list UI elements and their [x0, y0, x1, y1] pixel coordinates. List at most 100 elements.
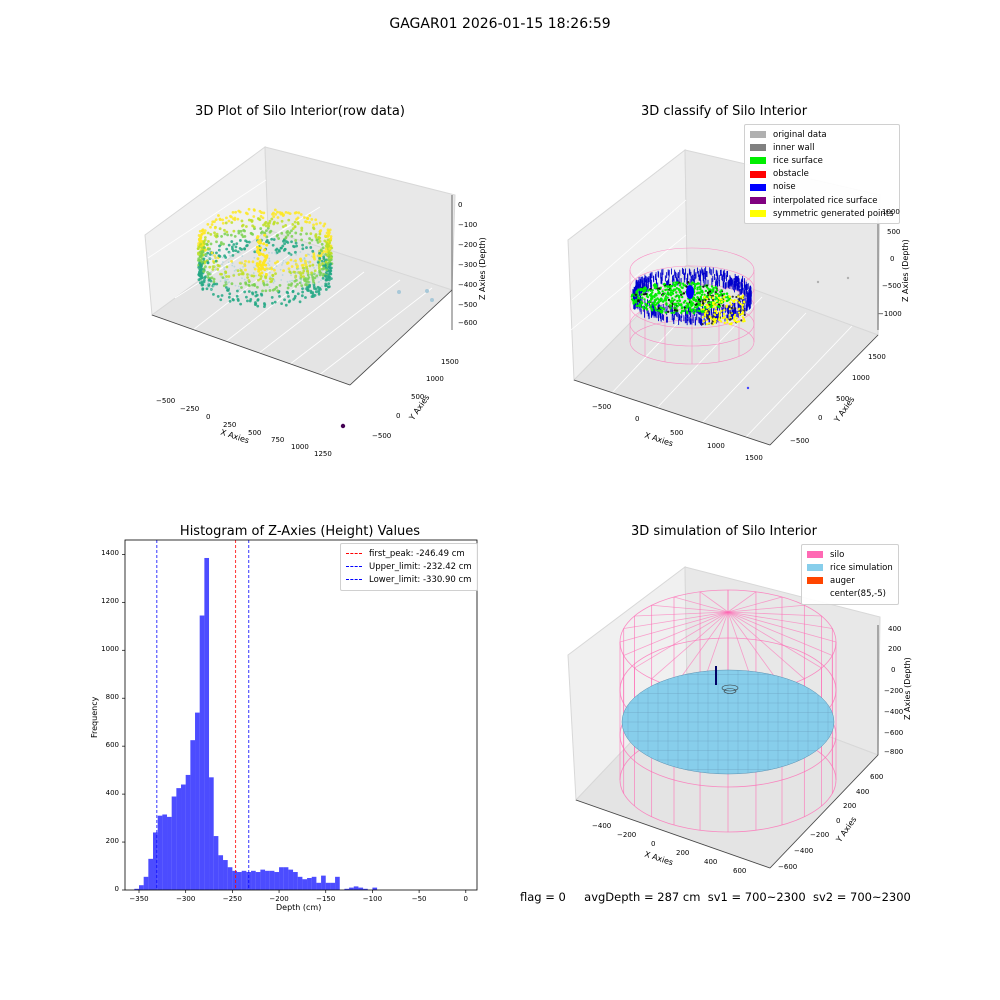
histogram-bar: [190, 740, 196, 890]
x-tick-label: −300: [176, 895, 196, 903]
histogram-bar: [297, 876, 303, 890]
rice-surface-grid: [622, 670, 834, 774]
classify-z-axis-label: Z Axies (Depth): [901, 239, 910, 302]
raw-xtick: 1250: [314, 450, 332, 458]
sim-ytick: 200: [843, 802, 857, 810]
histogram-bar: [302, 879, 308, 890]
sim-ytick: −600: [778, 863, 798, 871]
histogram-chart: [122, 539, 478, 893]
legend-item: Lower_limit: -330.90 cm: [346, 573, 472, 586]
histogram-bar: [321, 875, 326, 890]
histogram-bar: [199, 615, 205, 890]
y-tick-label: 400: [105, 789, 119, 798]
legend-line: [346, 579, 362, 581]
sim-ztick: −200: [884, 687, 904, 695]
x-tick-label: −350: [129, 895, 149, 903]
legend-swatch: [750, 197, 766, 205]
raw-ztick: −500: [458, 301, 478, 309]
simulation-legend: silo rice simulation auger center(85,-5): [801, 544, 899, 605]
raw-ztick: −600: [458, 319, 478, 327]
histogram-bar: [139, 885, 144, 890]
histogram-y-axis-label: Frequency: [90, 696, 99, 738]
histogram-bar: [134, 888, 140, 890]
x-tick-label: −250: [222, 895, 242, 903]
y-tick-label: 800: [105, 693, 119, 702]
x-tick-label: 0: [463, 895, 469, 903]
histogram-bar: [372, 887, 378, 890]
y-tick-label: 1400: [101, 549, 119, 558]
classify-xtick: 500: [670, 429, 684, 437]
histogram-bar: [330, 882, 336, 890]
y-tick-label: 1200: [101, 597, 119, 606]
legend-item: interpolated rice surface: [750, 194, 894, 207]
legend-label: rice surface: [773, 155, 823, 166]
sim-ytick: 400: [856, 788, 870, 796]
histogram-bar: [344, 888, 350, 890]
avg-depth-text: avgDepth = 287 cm: [584, 890, 701, 904]
legend-label: center(85,-5): [830, 589, 886, 600]
legend-swatch: [807, 577, 823, 585]
raw-ytick: 0: [396, 412, 401, 420]
legend-swatch: [807, 590, 823, 598]
histogram-bar: [204, 557, 210, 890]
raw-outlier-points: [340, 289, 434, 429]
histogram-bar: [335, 876, 340, 890]
classify-ztick: 500: [887, 228, 901, 236]
legend-line: [346, 553, 362, 555]
raw-point-cloud: [196, 207, 334, 309]
histogram-legend: first_peak: -246.49 cm Upper_limit: -232…: [340, 543, 478, 591]
raw-ytick: 1000: [426, 375, 444, 383]
histogram-bar: [316, 882, 322, 890]
histogram-bar: [241, 870, 247, 890]
legend-item: inner wall: [750, 141, 894, 154]
raw-xtick: 1000: [291, 443, 309, 451]
legend-swatch: [750, 157, 766, 165]
legend-item: noise: [750, 181, 894, 194]
histogram-bar: [213, 836, 219, 890]
raw-ztick: 0: [458, 201, 463, 209]
sim-ytick: 0: [836, 817, 841, 825]
legend-line: [346, 566, 362, 568]
sv1-text: sv1 = 700~2300: [707, 890, 806, 904]
raw-ztick: −200: [458, 241, 478, 249]
histogram-bar: [269, 870, 275, 890]
sim-xtick: 400: [704, 858, 718, 866]
histogram-bar: [293, 872, 298, 890]
sim-ztick: 200: [888, 645, 902, 653]
classify-outlier-points: [746, 276, 850, 390]
legend-label: auger: [830, 575, 855, 586]
classify-xtick: 1000: [707, 442, 725, 450]
auger-marker: [715, 666, 739, 694]
legend-item: Upper_limit: -232.42 cm: [346, 560, 472, 573]
histogram-bars: [134, 557, 378, 890]
histogram-bar: [307, 878, 312, 890]
legend-item: rice surface: [750, 154, 894, 167]
histogram-x-axis-label: Depth (cm): [276, 903, 322, 912]
sim-ztick: −800: [884, 748, 904, 756]
legend-item: obstacle: [750, 168, 894, 181]
histogram-bar: [265, 870, 270, 890]
histogram-bar: [195, 712, 200, 890]
raw-panel-title: 3D Plot of Silo Interior(row data): [195, 104, 405, 119]
y-tick-label: 1000: [101, 645, 119, 654]
sim-xtick: −200: [617, 831, 637, 839]
classify-ztick: 0: [890, 255, 895, 263]
classify-ytick: 1500: [868, 353, 886, 361]
histogram-bar: [181, 784, 186, 890]
classify-xtick: 0: [635, 415, 640, 423]
legend-item: center(85,-5): [807, 588, 893, 601]
sim-ytick: 600: [870, 773, 884, 781]
histogram-bar: [223, 860, 228, 890]
legend-label: noise: [773, 182, 796, 193]
sim-xtick: 600: [733, 867, 747, 875]
classify-xtick: 1500: [745, 454, 763, 462]
histogram-frame: [124, 539, 478, 891]
sim-xtick: 0: [651, 840, 656, 848]
y-tick-label: 0: [114, 885, 119, 893]
sim-ytick: −400: [794, 847, 814, 855]
legend-item: auger: [807, 574, 893, 587]
legend-swatch: [807, 564, 823, 572]
histogram-bar: [171, 796, 177, 890]
sim-ytick: −200: [810, 831, 830, 839]
